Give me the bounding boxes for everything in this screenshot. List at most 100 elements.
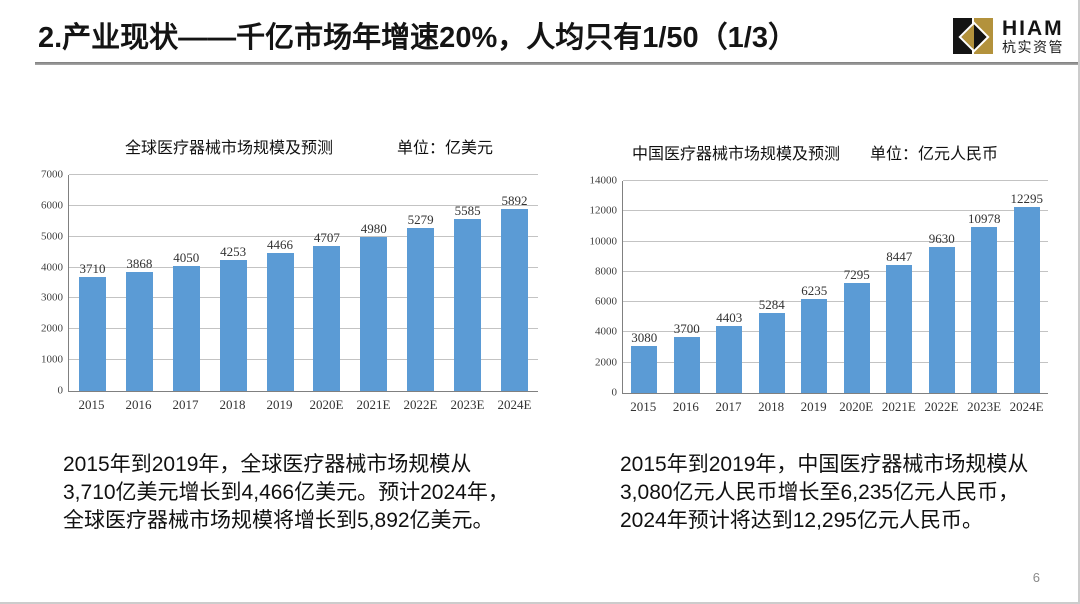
x-axis-tick-label: 2019 xyxy=(800,399,827,414)
bar-column: 5585 xyxy=(444,175,491,391)
logo-wordmark: HIAM xyxy=(1002,16,1064,40)
page-number: 6 xyxy=(1032,570,1040,585)
chart-title: 全球医疗器械市场规模及预测 xyxy=(125,140,334,157)
y-axis-tick-label: 3000 xyxy=(41,291,63,304)
bar-column: 4980 xyxy=(350,175,397,391)
bar-column: 8447 xyxy=(878,181,921,393)
chart-unit-label: 单位：亿美元 xyxy=(397,140,494,157)
bar-column: 5892 xyxy=(491,175,538,391)
chart-plot-area: 0 2000 4000 6000 8000 10000 12000 14000 3080 3700… xyxy=(590,175,1048,398)
y-axis-tick-label: 6000 xyxy=(41,199,63,212)
y-axis-tick-label: 12000 xyxy=(589,204,618,217)
gridline xyxy=(69,359,538,361)
bar-column: 6235 xyxy=(793,181,836,393)
bar xyxy=(1013,206,1040,393)
bar xyxy=(758,313,785,393)
china-market-bar-chart: 中国医疗器械市场规模及预测 单位：亿元人民币 0 2000 4000 6000 8000… xyxy=(584,140,1048,415)
bar-column: 12295 xyxy=(1006,181,1049,393)
x-axis-tick-label: 2019 xyxy=(266,397,293,412)
bar-column: 4707 xyxy=(303,175,350,391)
y-axis-tick-label: 2000 xyxy=(41,322,63,335)
x-axis-tick-label: 2023E xyxy=(967,399,1002,414)
bar xyxy=(78,276,106,391)
gridline xyxy=(69,266,538,268)
y-axis-tick-label: 8000 xyxy=(595,265,617,278)
hiam-logo-icon xyxy=(951,15,995,57)
x-axis-tick-label: 2016 xyxy=(125,397,152,412)
x-axis-tick-label: 2023E xyxy=(450,397,485,412)
gridline xyxy=(623,180,1048,181)
x-axis-tick-label: 2022E xyxy=(403,397,438,412)
y-axis-tick-label: 14000 xyxy=(589,174,618,187)
bar-value-label: 4466 xyxy=(267,237,293,253)
y-axis-tick-label: 7000 xyxy=(41,168,63,181)
bar xyxy=(673,336,700,393)
chart-plot-area: 0 1000 2000 3000 4000 5000 6000 7000 3710 3868 405… xyxy=(41,169,538,396)
bar xyxy=(716,326,743,393)
bar-value-label: 7295 xyxy=(843,266,870,282)
bar-value-label: 4050 xyxy=(173,250,200,266)
x-axis-tick-label: 2021E xyxy=(881,399,916,414)
chart-caption: 全球医疗器械市场规模及预测 单位：亿美元 xyxy=(125,134,538,158)
gridline xyxy=(623,361,1048,363)
bar-value-label: 3700 xyxy=(673,320,700,336)
gridline xyxy=(69,328,538,330)
bar-value-label: 12295 xyxy=(1010,190,1044,206)
x-axis-tick-label: 2016 xyxy=(672,399,699,414)
bar-column: 5279 xyxy=(397,175,444,391)
x-axis-tick-label: 2024E xyxy=(497,397,532,412)
hiam-logo: HIAM 杭实资管 xyxy=(951,15,1064,57)
gridline xyxy=(69,235,538,237)
bar-column: 3700 xyxy=(666,181,709,393)
y-axis-tick-label: 10000 xyxy=(589,235,618,248)
bar-value-label: 3710 xyxy=(79,260,106,276)
bar-value-label: 4253 xyxy=(220,243,247,259)
y-axis-tick-label: 0 xyxy=(57,384,64,397)
x-axis-labels: 2015 2016 2017 2018 2019 2020E 2021E 2022E 2023E… xyxy=(622,399,1048,415)
bars-group: 3710 3868 4050 4253 4466 4707 4980 5279 5585 5892 xyxy=(69,175,538,391)
bar-column: 4403 xyxy=(708,181,751,393)
logo-company-name: 杭实资管 xyxy=(1002,38,1064,55)
bar xyxy=(360,237,388,391)
x-axis-labels: 2015 2016 2017 2018 2019 2020E 2021E 2022E 2023E… xyxy=(68,397,538,413)
bar xyxy=(928,247,955,393)
x-axis-tick-label: 2022E xyxy=(924,399,959,414)
global-market-note: 2015年到2019年，全球医疗器械市场规模从3,710亿美元增长到4,466亿… xyxy=(63,453,509,532)
bar xyxy=(407,228,435,391)
y-axis-tick-label: 1000 xyxy=(41,353,63,366)
y-axis-tick-label: 5000 xyxy=(41,230,63,243)
bar-column: 4050 xyxy=(163,175,210,391)
chart-caption: 中国医疗器械市场规模及预测 单位：亿元人民币 xyxy=(632,140,1048,164)
y-axis-tick-label: 4000 xyxy=(595,325,617,338)
bar-column: 4253 xyxy=(210,175,257,391)
bar-value-label: 5284 xyxy=(758,297,785,312)
bar-column: 10978 xyxy=(963,181,1006,393)
gridline xyxy=(623,240,1048,242)
bar xyxy=(172,266,200,391)
y-axis-tick-label: 6000 xyxy=(595,295,617,308)
bar xyxy=(886,265,913,393)
bar-value-label: 5279 xyxy=(407,212,434,228)
bar-value-label: 5892 xyxy=(501,193,528,209)
x-axis-tick-label: 2021E xyxy=(356,397,391,412)
gridline xyxy=(69,174,538,175)
bar xyxy=(266,253,294,391)
title-divider xyxy=(35,62,1078,65)
x-axis-tick-label: 2018 xyxy=(219,397,246,412)
bar xyxy=(500,209,528,391)
y-axis-tick-label: 0 xyxy=(611,386,618,399)
x-axis-tick-label: 2015 xyxy=(630,399,657,414)
bar-value-label: 4707 xyxy=(313,229,340,245)
bar xyxy=(219,259,247,391)
bar-value-label: 5585 xyxy=(454,202,481,218)
bar xyxy=(843,282,870,393)
bars-group: 3080 3700 4403 5284 6235 7295 8447 9630 10978 122… xyxy=(623,181,1048,393)
bar-column: 4466 xyxy=(257,175,304,391)
gridline xyxy=(623,331,1048,333)
gridline xyxy=(69,204,538,206)
bar-column: 3868 xyxy=(116,175,163,391)
bar-column: 7295 xyxy=(836,181,879,393)
bar-value-label: 9630 xyxy=(928,231,955,247)
x-axis-tick-label: 2015 xyxy=(78,397,105,412)
